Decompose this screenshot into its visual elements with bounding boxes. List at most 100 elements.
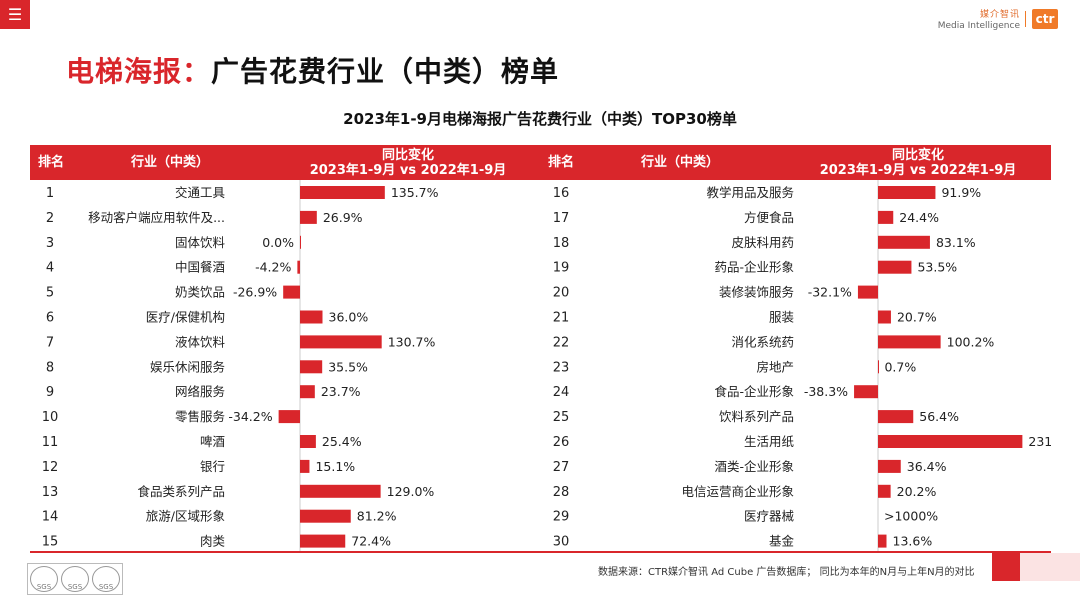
- data-label: 15.1%: [315, 459, 355, 474]
- rank-label: 12: [42, 460, 59, 475]
- data-label: 36.0%: [329, 310, 369, 325]
- bar: [300, 360, 323, 374]
- bar: [878, 335, 941, 349]
- table-bottom-rule: [30, 551, 1051, 553]
- header-rank-right: 排名: [547, 155, 574, 170]
- rank-label: 18: [553, 236, 570, 251]
- header-change-right: 同比变化 2023年1-9月 vs 2022年1-9月: [808, 145, 1028, 180]
- bar: [300, 459, 310, 473]
- rank-label: 27: [553, 460, 570, 475]
- bar: [300, 509, 351, 523]
- page-title-main: 广告花费行业（中类）榜单: [211, 55, 560, 88]
- data-label: 0.0%: [262, 235, 294, 250]
- industry-label: 基金: [769, 534, 795, 549]
- data-label: 36.4%: [907, 459, 947, 474]
- bar: [878, 310, 891, 324]
- rank-label: 4: [46, 261, 54, 276]
- bar: [857, 285, 878, 299]
- rank-label: 9: [46, 385, 54, 400]
- hamburger-icon: ☰: [7, 5, 23, 24]
- data-label: 23.7%: [321, 384, 361, 399]
- data-label: 83.1%: [936, 235, 976, 250]
- industry-label: 肉类: [200, 534, 226, 549]
- rank-label: 21: [553, 311, 570, 326]
- industry-label: 药品-企业形象: [714, 260, 794, 275]
- bar: [300, 534, 346, 548]
- bar: [300, 385, 315, 399]
- bar: [300, 235, 301, 249]
- data-label: 13.6%: [893, 534, 933, 549]
- logo-cn: 媒介智讯: [979, 10, 1020, 20]
- industry-label: 固体饮料: [175, 235, 226, 250]
- header-industry-left: 行业（中类）: [130, 155, 209, 170]
- data-label: 135.7%: [391, 185, 439, 200]
- bar: [300, 335, 382, 349]
- bar: [854, 385, 878, 399]
- menu-button[interactable]: ☰: [0, 0, 30, 29]
- rank-label: 2: [46, 211, 54, 226]
- rank-label: 8: [46, 360, 54, 375]
- rank-label: 29: [553, 510, 570, 525]
- data-label: >1000%: [884, 509, 938, 524]
- data-label: 26.9%: [323, 210, 363, 225]
- data-label: 56.4%: [919, 409, 959, 424]
- rank-label: 13: [42, 485, 59, 500]
- data-label: 130.7%: [388, 334, 436, 349]
- rank-label: 3: [46, 236, 54, 251]
- industry-label: 中国餐酒: [175, 260, 225, 275]
- rank-label: 16: [553, 186, 570, 201]
- bar: [878, 484, 891, 498]
- data-label: -4.2%: [255, 260, 291, 275]
- bar: [297, 260, 300, 274]
- industry-label: 旅游/区域形象: [146, 509, 225, 524]
- rank-label: 23: [553, 360, 570, 375]
- header-change-right-line1: 同比变化: [891, 147, 944, 163]
- data-label: 25.4%: [322, 434, 362, 449]
- data-label: 20.2%: [897, 484, 937, 499]
- bar: [878, 186, 936, 199]
- industry-label: 交通工具: [175, 185, 226, 200]
- bar: [878, 534, 887, 548]
- industry-label: 食品类系列产品: [137, 484, 225, 499]
- data-label: -26.9%: [233, 285, 277, 300]
- rank-label: 30: [553, 535, 570, 550]
- ctr-logo: 媒介智讯 Media Intelligence ctr: [928, 7, 1068, 31]
- rank-label: 1: [46, 186, 54, 201]
- data-label: 0.7%: [884, 359, 916, 374]
- data-label: -32.1%: [808, 285, 852, 300]
- chart-title: 2023年1-9月电梯海报广告花费行业（中类）TOP30榜单: [343, 110, 737, 128]
- industry-label: 医疗器械: [744, 509, 795, 524]
- industry-label: 移动客户端应用软件及...: [88, 210, 225, 225]
- industry-label: 食品-企业形象: [714, 384, 794, 399]
- bar: [878, 260, 912, 274]
- header-change-left-line1: 同比变化: [381, 147, 434, 163]
- data-label: 24.4%: [899, 210, 939, 225]
- industry-label: 酒类-企业形象: [714, 459, 794, 474]
- bar: [878, 410, 914, 424]
- rank-label: 14: [42, 510, 59, 525]
- data-label: 129.0%: [387, 484, 435, 499]
- bar: [878, 360, 879, 374]
- sgs-badge: SGS: [92, 566, 120, 592]
- industry-label: 零售服务: [175, 409, 225, 424]
- bar: [878, 435, 1023, 448]
- rank-label: 6: [46, 311, 54, 326]
- industry-label: 装修装饰服务: [719, 285, 794, 300]
- industry-label: 生活用纸: [744, 434, 795, 449]
- rank-label: 15: [42, 535, 59, 550]
- rank-label: 28: [553, 485, 570, 500]
- footer-accent-strip: [1020, 553, 1080, 581]
- data-label: 231.0%: [1028, 434, 1051, 449]
- rank-label: 7: [46, 335, 54, 350]
- industry-label: 医疗/保健机构: [146, 310, 225, 325]
- rank-label: 11: [42, 435, 59, 450]
- industry-label: 啤酒: [200, 434, 225, 449]
- bar-chart: 1 交通工具 135.7% 2 移动客户端应用软件及... 26.9% 3 固体饮料 0.0% 4…: [42, 180, 1051, 552]
- industry-label: 服装: [769, 310, 794, 325]
- industry-label: 电信运营商企业形象: [681, 484, 794, 499]
- bar: [300, 186, 385, 199]
- sgs-badge: SGS: [30, 566, 58, 592]
- industry-label: 饮料系列产品: [719, 409, 794, 424]
- data-label: -38.3%: [804, 384, 848, 399]
- industry-label: 教学用品及服务: [706, 185, 794, 200]
